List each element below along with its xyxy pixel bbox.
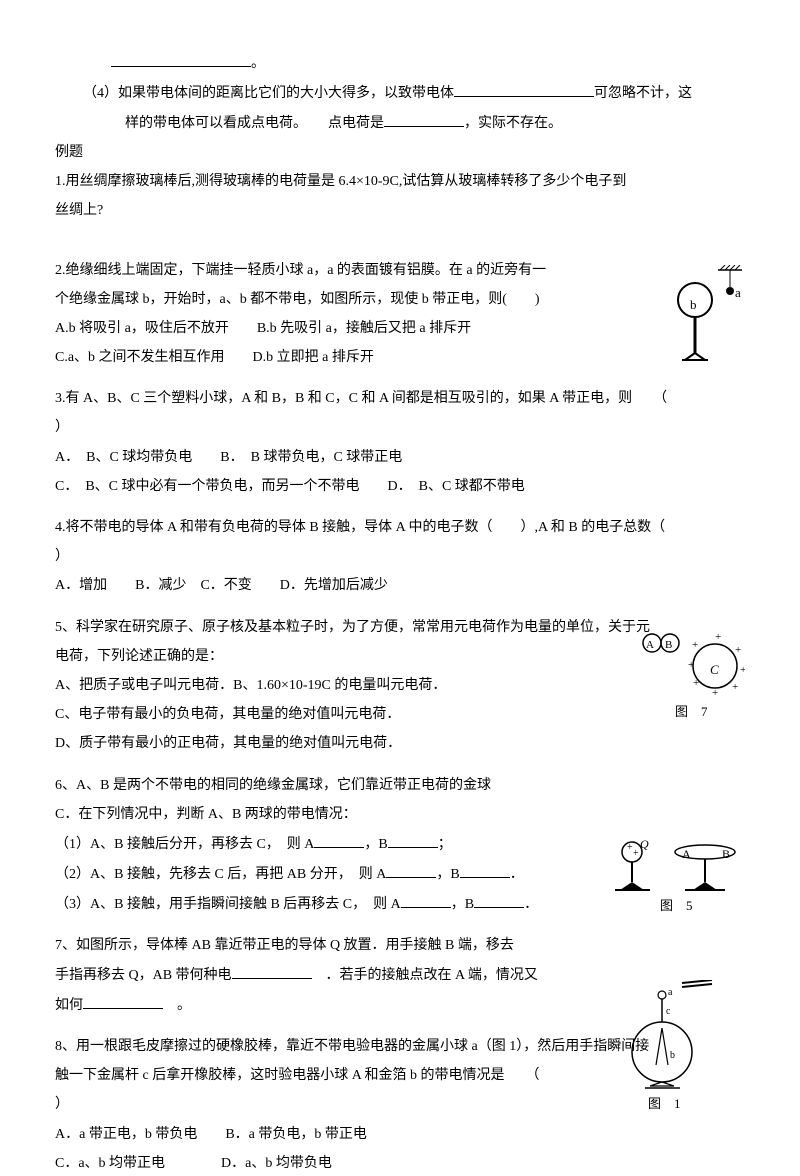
- text: ．若手的接触点改在 A 端，情况又: [312, 968, 538, 983]
- q6-line2: C．在下列情况中，判断 A、B 两球的带电情况：: [55, 802, 745, 827]
- svg-text:+: +: [735, 644, 741, 656]
- text: ．: [510, 867, 524, 882]
- examples-header: 例题: [55, 140, 745, 165]
- figure-1: a c b 图 1: [620, 980, 715, 1110]
- text: 样的带电体可以看成点电荷。 点电荷是: [125, 116, 384, 131]
- ball-a-label: a: [735, 281, 741, 304]
- fill4-line2: 样的带电体可以看成点电荷。 点电荷是 ，实际不存在。: [55, 110, 745, 136]
- svg-text:+: +: [633, 848, 639, 859]
- figure-7: + + + + + + + + A B C 图 7: [640, 628, 745, 713]
- ball-b-label: b: [690, 293, 697, 316]
- q4-line2: ）: [55, 544, 745, 569]
- c-label: C: [710, 658, 719, 681]
- svg-text:b: b: [670, 1050, 675, 1061]
- q2-line1: 2.绝缘细线上端固定，下端挂一轻质小球 a，a 的表面镀有铝膜。在 a 的近旁有…: [55, 258, 745, 283]
- figure-5: + + Q A B 图 5: [610, 840, 745, 910]
- bar-b-label: B: [722, 844, 730, 866]
- q3-line1: 3.有 A、B、C 三个塑料小球，A 和 B，B 和 C，C 和 A 间都是相互…: [55, 386, 745, 411]
- q8-line5: C．a、b 均带正电 D．a、b 均带负电: [55, 1151, 745, 1176]
- text: 。: [251, 56, 265, 71]
- text: ．: [524, 897, 538, 912]
- q2-figure: b a: [670, 265, 745, 365]
- fill4-line1: （4）如果带电体间的距离比它们的大小大得多，以致带电体 可忽略不计，这: [55, 80, 745, 106]
- svg-text:+: +: [688, 659, 694, 671]
- document-content: 。 （4）如果带电体间的距离比它们的大小大得多，以致带电体 可忽略不计，这 样的带…: [55, 50, 745, 1176]
- text: （3）A、B 接触，用手指瞬间接触 B 后再移去 C， 则 A: [55, 897, 401, 912]
- ab-b: B: [665, 636, 672, 656]
- q3-line3: A． B、C 球均带负电 B． B 球带负电，C 球带正电: [55, 445, 745, 470]
- fig5-caption: 图 5: [660, 894, 693, 917]
- q-label: Q: [640, 834, 649, 856]
- svg-text:+: +: [732, 681, 738, 693]
- bar-a-label: A: [682, 844, 691, 866]
- text: ，B: [436, 867, 459, 882]
- q1-line2: 丝绸上?: [55, 198, 745, 223]
- q4-line1: 4.将不带电的导体 A 和带有负电荷的导体 B 接触，导体 A 中的电子数（ ）…: [55, 515, 745, 540]
- text: （1）A、B 接触后分开，再移去 C， 则 A: [55, 837, 314, 852]
- q2-line3: A.b 将吸引 a，吸住后不放开 B.b 先吸引 a，接触后又把 a 排斥开: [55, 316, 745, 341]
- fig1-caption: 图 1: [648, 1092, 681, 1115]
- svg-text:+: +: [712, 687, 718, 699]
- text: （2）A、B 接触，先移去 C 后，再把 AB 分开， 则 A: [55, 867, 386, 882]
- ab-a: A: [646, 636, 654, 656]
- q6-line1: 6、A、B 是两个不带电的相同的绝缘金属球，它们靠近带正电荷的金球: [55, 773, 745, 798]
- text: 。: [163, 998, 191, 1013]
- svg-text:+: +: [740, 664, 745, 676]
- svg-text:+: +: [715, 631, 721, 643]
- text: 可忽略不计，这: [594, 86, 692, 101]
- svg-text:c: c: [666, 1006, 671, 1017]
- q3-line2: ）: [55, 415, 745, 440]
- q8-line4: A．a 带正电，b 带负电 B．a 带负电，b 带正电: [55, 1122, 745, 1147]
- q4-line3: A．增加 B．减少 C．不变 D．先增加后减少: [55, 573, 745, 598]
- q5-line5: D、质子带有最小的正电荷，其电量的绝对值叫元电荷．: [55, 731, 745, 756]
- text: 如何: [55, 998, 83, 1013]
- q3-line4: C． B、C 球中必有一个带负电，而另一个不带电 D． B、C 球都不带电: [55, 474, 745, 499]
- fill-line-top: 。: [55, 50, 745, 76]
- svg-text:+: +: [693, 677, 699, 689]
- q2-line2: 个绝缘金属球 b，开始时，a、b 都不带电，如图所示，现使 b 带正电，则( ): [55, 287, 745, 312]
- text: ；: [438, 837, 452, 852]
- q2-line4: C.a、b 之间不发生相互作用 D.b 立即把 a 排斥开: [55, 345, 745, 370]
- text: （4）如果带电体间的距离比它们的大小大得多，以致带电体: [83, 86, 454, 101]
- text: ，实际不存在。: [464, 116, 562, 131]
- text: 手指再移去 Q，AB 带何种电: [55, 968, 232, 983]
- q1-line1: 1.用丝绸摩擦玻璃棒后,测得玻璃棒的电荷量是 6.4×10-9C,试估算从玻璃棒…: [55, 169, 745, 194]
- text: ，B: [364, 837, 387, 852]
- fig7-caption: 图 7: [675, 700, 708, 723]
- text: ，B: [451, 897, 474, 912]
- svg-text:a: a: [668, 987, 673, 998]
- q7-line1: 7、如图所示，导体棒 AB 靠近带正电的导体 Q 放置．用手接触 B 端，移去: [55, 933, 745, 958]
- svg-text:+: +: [692, 639, 698, 651]
